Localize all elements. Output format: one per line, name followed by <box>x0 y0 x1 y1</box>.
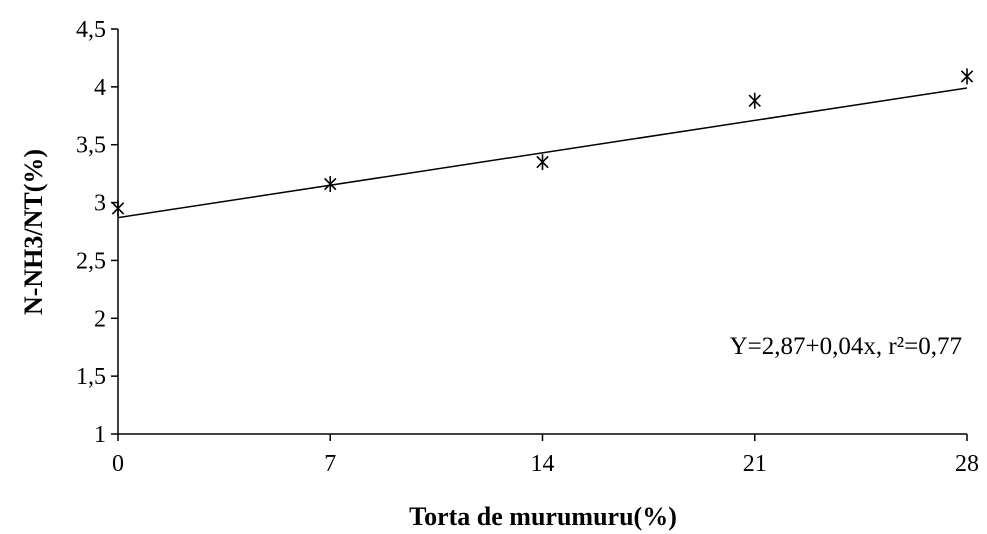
y-tick-label: 3 <box>94 191 106 217</box>
y-tick-label: 1,5 <box>76 364 106 390</box>
data-point <box>324 176 337 193</box>
x-tick-label: 21 <box>743 451 767 477</box>
data-point <box>536 154 549 171</box>
x-tick-label: 14 <box>531 451 555 477</box>
x-tick-label: 0 <box>112 451 124 477</box>
x-axis-title: Torta de murumuru(%) <box>409 502 677 531</box>
x-tick-label: 7 <box>324 451 336 477</box>
axes <box>111 28 968 441</box>
trendline-group <box>117 87 968 219</box>
x-tick-label: 28 <box>955 451 979 477</box>
y-tick-label: 1 <box>94 422 106 448</box>
data-point <box>111 200 125 217</box>
regression-equation: Y=2,87+0,04x, r²=0,77 <box>730 333 962 360</box>
y-tick-label: 2 <box>94 306 106 332</box>
y-tick-label: 4,5 <box>76 17 106 43</box>
y-axis-title: N-NH3/NT(%) <box>19 149 48 315</box>
data-points <box>111 68 974 217</box>
data-point <box>960 68 974 85</box>
y-tick-label: 4 <box>94 75 106 101</box>
trendline <box>117 87 968 219</box>
tick-labels: 1 1,5 2 2,5 3 3,5 4 4,5 0 7 14 21 28 <box>76 17 979 477</box>
y-tick-label: 3,5 <box>76 133 106 159</box>
data-point <box>748 92 761 109</box>
y-tick-label: 2,5 <box>76 248 106 274</box>
